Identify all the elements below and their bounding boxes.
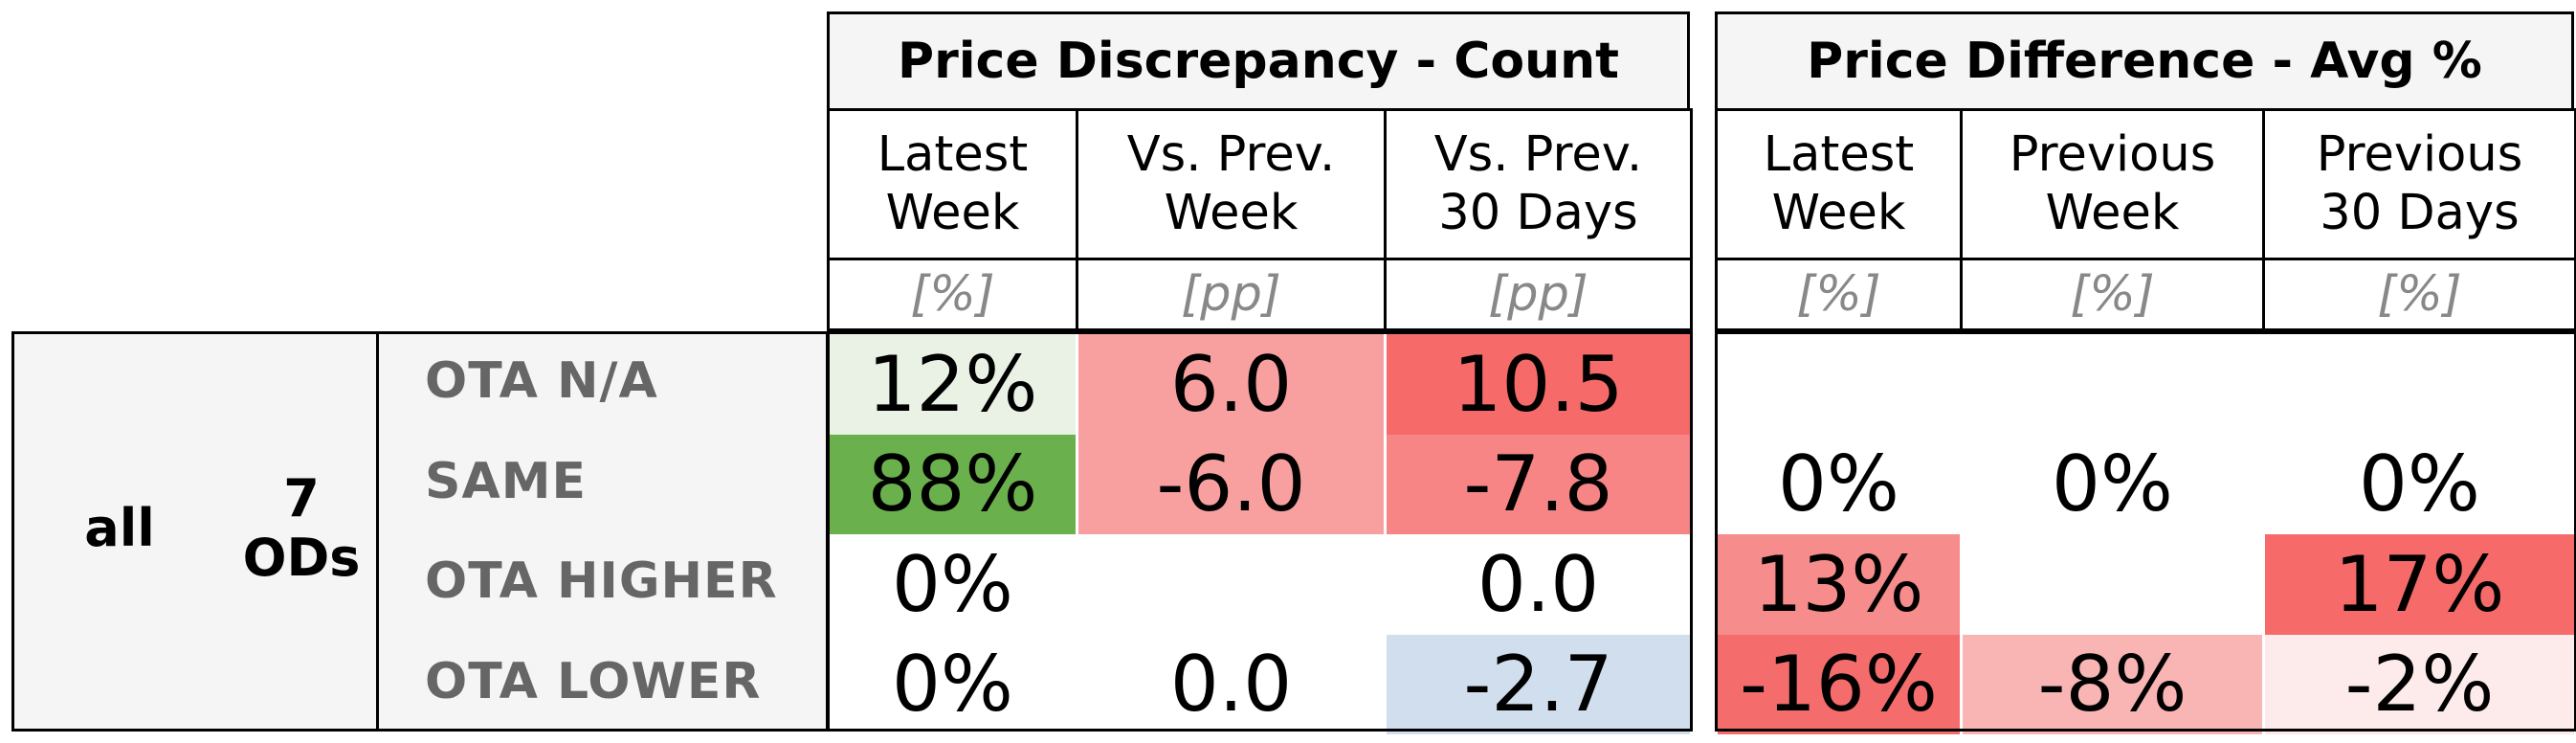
column-header-discrepancy-0: Latest Week xyxy=(827,108,1078,260)
data-cell-discrepancy: 0% xyxy=(830,634,1076,734)
data-cell-difference: -2% xyxy=(2265,634,2574,734)
section-title-discrepancy: Price Discrepancy - Count xyxy=(827,11,1690,111)
unit-label-difference-0: [%] xyxy=(1715,258,1963,331)
data-cell-difference: -16% xyxy=(1718,634,1960,734)
column-header-discrepancy-1: Vs. Prev. Week xyxy=(1076,108,1387,260)
data-cell-difference: 0% xyxy=(1718,434,1960,534)
column-header-difference-1: Previous Week xyxy=(1960,108,2265,260)
unit-label-difference-1: [%] xyxy=(1960,258,2265,331)
data-cell-difference: 17% xyxy=(2265,534,2574,635)
section-title-difference: Price Difference - Avg % xyxy=(1715,11,2574,111)
unit-label-difference-2: [%] xyxy=(2262,258,2576,331)
section-body-border-discrepancy xyxy=(827,331,1693,732)
data-cell-difference xyxy=(1718,334,1960,435)
data-cell-discrepancy: -6.0 xyxy=(1078,434,1384,534)
data-cell-discrepancy: -2.7 xyxy=(1387,634,1690,734)
data-cell-discrepancy: 12% xyxy=(830,334,1076,435)
row-group-panel xyxy=(11,331,829,732)
column-header-discrepancy-2: Vs. Prev. 30 Days xyxy=(1384,108,1693,260)
column-header-difference-0: Latest Week xyxy=(1715,108,1963,260)
row-label-ota-n-a: OTA N/A xyxy=(425,352,658,411)
data-cell-difference: -8% xyxy=(1963,634,2262,734)
data-cell-discrepancy: 0% xyxy=(830,534,1076,635)
data-cell-difference xyxy=(2265,334,2574,435)
row-label-same: SAME xyxy=(425,452,587,510)
data-cell-discrepancy: 88% xyxy=(830,434,1076,534)
data-cell-discrepancy: 0.0 xyxy=(1387,534,1690,635)
unit-label-discrepancy-2: [pp] xyxy=(1384,258,1693,331)
group-count-label: 7 ODs xyxy=(242,468,361,589)
data-cell-difference: 0% xyxy=(2265,434,2574,534)
data-cell-difference xyxy=(1963,334,2262,435)
data-cell-discrepancy xyxy=(1078,534,1384,635)
data-cell-discrepancy: 0.0 xyxy=(1078,634,1384,734)
data-cell-discrepancy: -7.8 xyxy=(1387,434,1690,534)
unit-label-discrepancy-1: [pp] xyxy=(1076,258,1387,331)
column-header-difference-2: Previous 30 Days xyxy=(2262,108,2576,260)
row-label-ota-higher: OTA HIGHER xyxy=(425,552,778,611)
data-cell-discrepancy: 10.5 xyxy=(1387,334,1690,435)
data-cell-difference: 13% xyxy=(1718,534,1960,635)
group-name: all xyxy=(84,498,155,558)
unit-label-discrepancy-0: [%] xyxy=(827,258,1078,331)
group-divider xyxy=(376,331,379,732)
section-body-border-difference xyxy=(1715,331,2576,732)
data-cell-difference: 0% xyxy=(1963,434,2262,534)
row-label-ota-lower: OTA LOWER xyxy=(425,652,762,710)
data-cell-discrepancy: 6.0 xyxy=(1078,334,1384,435)
data-cell-difference xyxy=(1963,534,2262,635)
